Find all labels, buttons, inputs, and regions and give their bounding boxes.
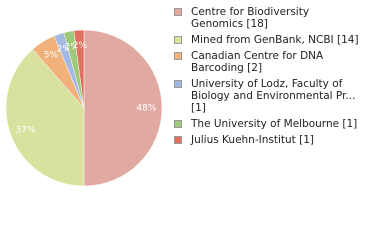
pie-chart: 48%37%5%2%2%2% bbox=[5, 29, 163, 187]
legend-item: Centre for Biodiversity Genomics [18] bbox=[174, 6, 374, 30]
legend-item: Julius Kuehn-Institut [1] bbox=[174, 134, 374, 146]
legend-swatch bbox=[174, 136, 182, 144]
legend-item: Mined from GenBank, NCBI [14] bbox=[174, 34, 374, 46]
legend-label: Centre for Biodiversity Genomics [18] bbox=[191, 6, 310, 30]
legend-item: University of Lodz, Faculty of Biology a… bbox=[174, 78, 374, 114]
legend-item: Canadian Centre for DNA Barcoding [2] bbox=[174, 50, 374, 74]
slice-label: 2% bbox=[65, 42, 80, 52]
legend-swatch bbox=[174, 52, 182, 60]
slice-label: 2% bbox=[73, 41, 88, 51]
legend-swatch bbox=[174, 36, 182, 44]
legend-swatch bbox=[174, 8, 182, 16]
legend: Centre for Biodiversity Genomics [18] Min… bbox=[174, 6, 374, 150]
legend-label: University of Lodz, Faculty of Biology a… bbox=[191, 78, 356, 114]
slice-label: 2% bbox=[57, 44, 72, 54]
pie-slice bbox=[5, 49, 85, 187]
legend-label: Julius Kuehn-Institut [1] bbox=[191, 134, 314, 146]
legend-label: The University of Melbourne [1] bbox=[191, 118, 358, 130]
legend-item: The University of Melbourne [1] bbox=[174, 118, 374, 130]
slice-label: 37% bbox=[16, 125, 36, 135]
legend-swatch bbox=[174, 80, 182, 88]
legend-label: Canadian Centre for DNA Barcoding [2] bbox=[191, 50, 324, 74]
pie-slice bbox=[83, 29, 163, 187]
legend-label: Mined from GenBank, NCBI [14] bbox=[191, 34, 359, 46]
slice-label: 5% bbox=[44, 51, 59, 61]
slice-label: 48% bbox=[136, 104, 156, 114]
pie-slice bbox=[73, 29, 85, 109]
legend-swatch bbox=[174, 120, 182, 128]
